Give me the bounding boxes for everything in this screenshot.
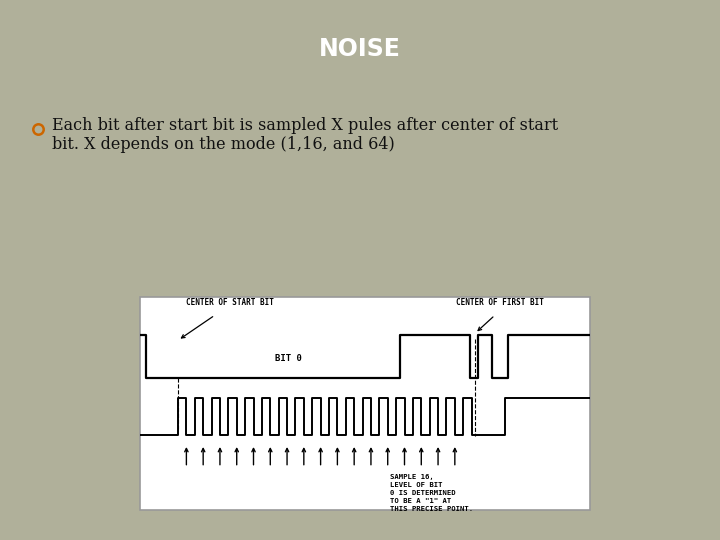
Text: Each bit after start bit is sampled X pules after center of start: Each bit after start bit is sampled X pu… (52, 117, 558, 134)
Text: SAMPLE 16,
LEVEL OF BIT
0 IS DETERMINED
TO BE A "1" AT
THIS PRECISE POINT.: SAMPLE 16, LEVEL OF BIT 0 IS DETERMINED … (390, 474, 473, 512)
Text: CENTER OF START BIT: CENTER OF START BIT (186, 298, 274, 307)
FancyBboxPatch shape (140, 297, 590, 510)
Text: bit. X depends on the mode (1,16, and 64): bit. X depends on the mode (1,16, and 64… (52, 136, 395, 153)
Text: NOISE: NOISE (319, 37, 401, 60)
Text: BIT 0: BIT 0 (274, 354, 302, 363)
Text: CENTER OF FIRST BIT: CENTER OF FIRST BIT (456, 298, 544, 307)
